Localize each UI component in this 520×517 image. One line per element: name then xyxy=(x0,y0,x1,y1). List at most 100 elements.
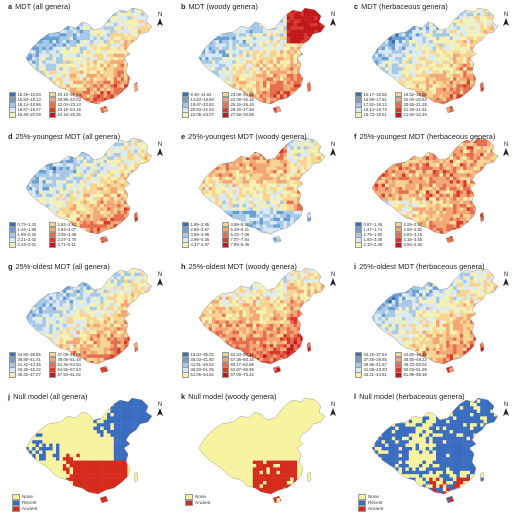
legend-swatch xyxy=(12,506,20,512)
panel-letter: h xyxy=(181,262,186,271)
map-cells xyxy=(368,266,501,378)
panel-title-text: 25%-oldest MDT (woody genera) xyxy=(189,262,297,271)
map-cells xyxy=(22,6,155,118)
panel-title-text: 25%-youngest MDT (all genera) xyxy=(16,132,121,141)
panel-letter: i xyxy=(354,262,356,271)
panel-letter: l xyxy=(354,392,356,401)
legend-item: 3.56–4.92 xyxy=(395,242,422,247)
north-label: N xyxy=(158,12,162,18)
panel-title-text: MDT (woody genera) xyxy=(189,2,258,11)
panel-letter: f xyxy=(354,132,356,141)
map-cells xyxy=(22,266,155,378)
legend-item: 51.06–54.52 xyxy=(182,372,214,377)
legend-swatch xyxy=(355,242,362,248)
legend-label: Recent xyxy=(368,500,383,506)
legend-label: 24.16–25.35 xyxy=(58,112,81,117)
north-arrow-icon: N xyxy=(154,140,166,158)
legend-label: Recent xyxy=(22,500,37,506)
map-cells xyxy=(195,266,328,378)
map-cells xyxy=(195,136,328,248)
legend-label: 67.00–73.32 xyxy=(231,372,254,377)
legend-item: 2.43–2.61 xyxy=(9,242,36,247)
panel-letter: k xyxy=(181,392,185,401)
legend-label: 51.06–54.52 xyxy=(191,372,214,377)
legend-label: 51.96–56.38 xyxy=(404,372,427,377)
legend-item: 67.00–73.32 xyxy=(222,372,254,377)
north-arrow-icon: N xyxy=(327,400,339,418)
legend-item: 24.16–25.35 xyxy=(49,112,81,117)
legend-label: None xyxy=(195,494,206,500)
legend-label: 45.33–47.07 xyxy=(18,372,41,377)
north-label: N xyxy=(504,272,508,278)
legend-swatch xyxy=(182,372,189,378)
north-arrow-icon: N xyxy=(154,10,166,28)
legend-swatch xyxy=(355,112,362,118)
legend-label: Ancient xyxy=(368,506,383,512)
map-cells xyxy=(368,6,501,118)
legend-label: 27.59–30.89 xyxy=(231,112,254,117)
legend-label: 3.71–5.11 xyxy=(58,242,76,247)
panel-letter: a xyxy=(8,2,12,11)
north-label: N xyxy=(504,142,508,148)
panel-letter: g xyxy=(8,262,13,271)
legend-item: 22.05–23.07 xyxy=(182,112,214,117)
legend-swatch xyxy=(49,242,56,248)
map-cells xyxy=(195,396,328,508)
north-label: N xyxy=(331,402,335,408)
legend-label: 3.56–4.92 xyxy=(404,242,423,247)
legend-swatch xyxy=(222,242,229,248)
north-arrow-icon: N xyxy=(327,270,339,288)
legend-swatch xyxy=(185,500,193,506)
legend-swatch xyxy=(182,112,189,118)
legend-item: 3.71–5.11 xyxy=(49,242,76,247)
panel-letter: c xyxy=(354,2,358,11)
north-label: N xyxy=(158,142,162,148)
legend-item: Ancient xyxy=(358,506,383,512)
panel-title-text: 25%-oldest MDT (herbaceous genera) xyxy=(359,262,485,271)
north-arrow-icon: N xyxy=(500,270,512,288)
panel-title-text: MDT (herbaceous genera) xyxy=(361,2,448,11)
north-label: N xyxy=(331,272,335,278)
legend-swatch xyxy=(49,112,56,118)
north-arrow-icon: N xyxy=(327,10,339,28)
legend-label: 18.73–19.51 xyxy=(364,112,387,117)
north-arrow-icon: N xyxy=(154,270,166,288)
north-label: N xyxy=(504,12,508,18)
legend-label: None xyxy=(368,494,379,500)
panel-title-text: Null model (herbaceous genera) xyxy=(359,392,465,401)
map-cells xyxy=(368,136,501,248)
map-cells xyxy=(22,396,155,508)
legend-swatch xyxy=(9,112,16,118)
legend-item: Ancient xyxy=(12,506,37,512)
legend-swatch xyxy=(182,242,189,248)
map-cells xyxy=(195,6,328,118)
panel-letter: b xyxy=(181,2,186,11)
panel-title-text: 25%-youngest MDT (woody genera) xyxy=(188,132,307,141)
panel-letter: e xyxy=(181,132,185,141)
legend-label: 2.43–2.61 xyxy=(18,242,37,247)
legend-item: 18.73–19.51 xyxy=(355,112,387,117)
legend-label: Ancient xyxy=(195,500,210,506)
legend-swatch xyxy=(395,372,402,378)
